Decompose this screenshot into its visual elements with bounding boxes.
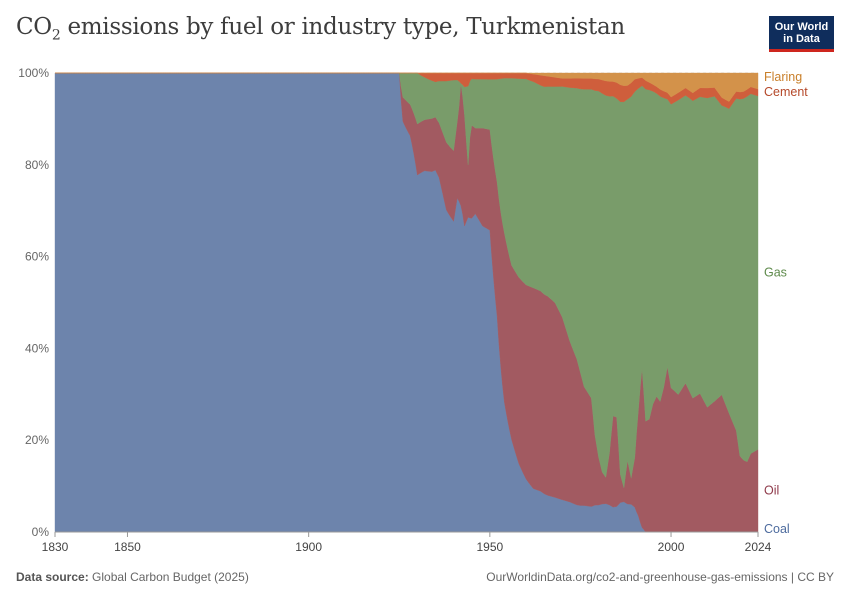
x-tick-label: 1830 (42, 540, 69, 554)
label-gas: Gas (764, 266, 787, 280)
y-tick-label: 40% (25, 341, 49, 355)
area-layers (54, 72, 759, 533)
x-tick-label: 1900 (295, 540, 322, 554)
x-tick-label: 2024 (745, 540, 772, 554)
x-tick-label: 1950 (476, 540, 503, 554)
label-cement: Cement (764, 85, 808, 99)
area-flaring (55, 72, 759, 102)
data-source: Data source: Global Carbon Budget (2025) (16, 570, 249, 584)
y-tick-label: 80% (25, 158, 49, 172)
label-coal: Coal (764, 522, 790, 536)
label-oil: Oil (764, 484, 779, 498)
y-tick-label: 100% (18, 66, 49, 80)
x-tick-label: 2000 (658, 540, 685, 554)
y-axis-ticks: 0% 20% 40% 60% 80% 100% (18, 66, 49, 539)
y-tick-label: 60% (25, 250, 49, 264)
y-tick-label: 20% (25, 433, 49, 447)
logo-line-2: in Data (783, 33, 820, 45)
data-source-text[interactable]: Global Carbon Budget (2025) (92, 570, 249, 584)
label-flaring: Flaring (764, 70, 802, 84)
chart-title: CO2 emissions by fuel or industry type, … (16, 14, 625, 44)
x-tick-label: 1850 (114, 540, 141, 554)
logo-line-1: Our World (774, 21, 829, 33)
data-source-label: Data source: (16, 570, 89, 584)
url-license[interactable]: OurWorldinData.org/co2-and-greenhouse-ga… (486, 570, 834, 584)
owid-logo[interactable]: Our World in Data (769, 16, 834, 52)
y-tick-label: 0% (32, 525, 50, 539)
x-axis-ticks: 1830 1850 1900 1950 2000 2024 (42, 532, 772, 554)
